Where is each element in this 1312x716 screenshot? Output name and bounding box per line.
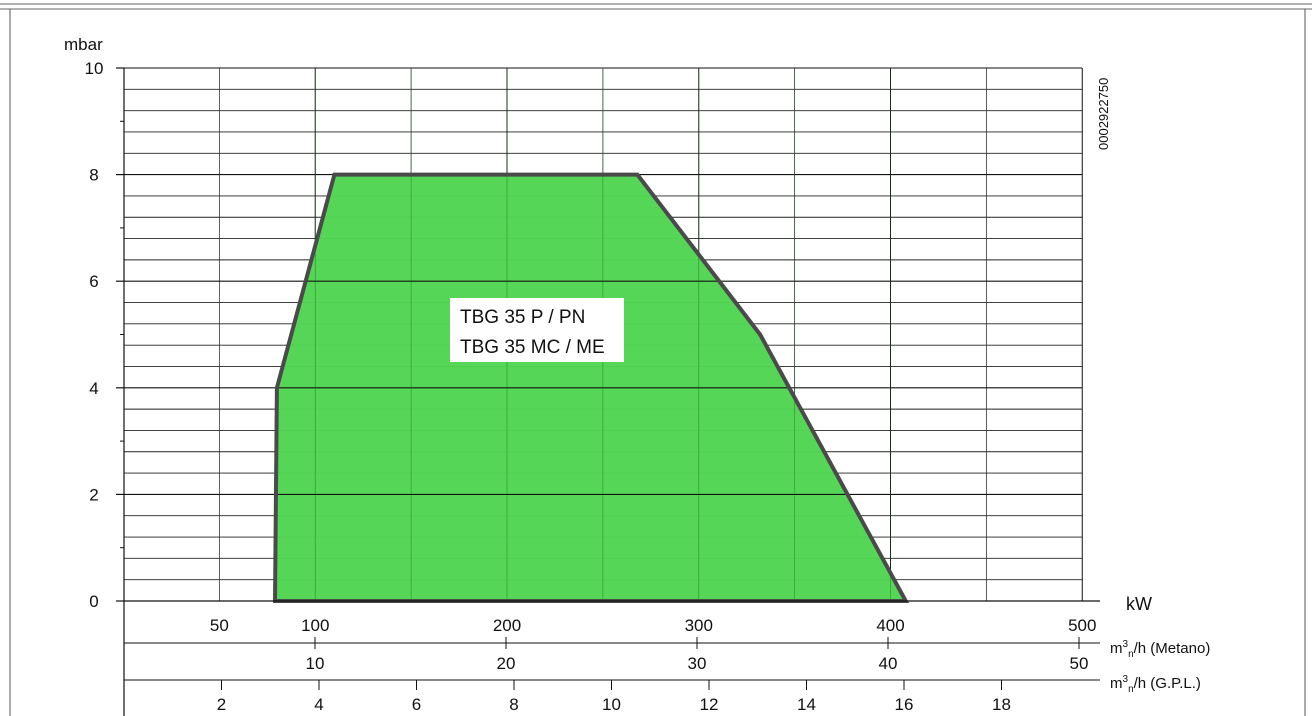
kw-axis-label: kW — [1126, 594, 1152, 614]
metano-label-rest: /h (Metano) — [1134, 640, 1211, 657]
kw-tick-label: 300 — [685, 616, 713, 635]
series-label-line-2: TBG 35 MC / ME — [460, 337, 605, 358]
metano-label-m: m — [1110, 640, 1123, 657]
gpl-label-sub: n — [1128, 684, 1134, 695]
gpl-tick-label: 18 — [992, 695, 1011, 714]
axes — [116, 67, 1100, 716]
y-tick-label: 10 — [85, 59, 104, 78]
y-tick-label: 0 — [89, 592, 98, 611]
metano-tick-label: 40 — [879, 654, 898, 673]
metano-axis-label: m3n/h (Metano) — [1110, 639, 1210, 660]
gpl-label-sup: 3 — [1123, 674, 1129, 685]
series-label-line-1: TBG 35 P / PN — [460, 307, 585, 328]
gpl-tick-label: 6 — [412, 695, 421, 714]
gpl-axis-label: m3n/h (G.P.L.) — [1110, 674, 1201, 695]
metano-label-sup: 3 — [1123, 639, 1129, 650]
kw-tick-label: 200 — [493, 616, 521, 635]
y-tick-label: 4 — [89, 379, 98, 398]
tick-labels: 0 2 4 6 8 10 50 100 200 300 400 500 10 20 30 40 50 2 4 6 8 10… — [85, 59, 1097, 714]
gpl-tick-label: 12 — [700, 695, 719, 714]
series-label-background — [450, 298, 624, 362]
kw-tick-label: 100 — [301, 616, 329, 635]
gpl-label-rest: /h (G.P.L.) — [1134, 675, 1201, 692]
gpl-tick-label: 2 — [217, 695, 226, 714]
gpl-tick-label: 10 — [602, 695, 621, 714]
y-tick-label: 2 — [89, 485, 98, 504]
gpl-tick-label: 16 — [895, 695, 914, 714]
kw-tick-label: 400 — [876, 616, 904, 635]
metano-tick-label: 30 — [688, 654, 707, 673]
kw-tick-label: 500 — [1068, 616, 1096, 635]
y-axis-label: mbar — [64, 35, 103, 54]
gpl-tick-label: 14 — [797, 695, 816, 714]
series-label-box: TBG 35 P / PN TBG 35 MC / ME — [450, 298, 624, 362]
y-tick-label: 8 — [89, 166, 98, 185]
drawing-code-label: 0002922750 — [1096, 78, 1111, 150]
gpl-tick-label: 4 — [314, 695, 323, 714]
metano-tick-label: 20 — [497, 654, 516, 673]
gpl-label-m: m — [1110, 675, 1123, 692]
gpl-tick-label: 8 — [509, 695, 518, 714]
metano-tick-label: 50 — [1070, 654, 1089, 673]
metano-label-sub: n — [1128, 649, 1134, 660]
y-tick-label: 6 — [89, 272, 98, 291]
kw-tick-label: 50 — [210, 616, 229, 635]
metano-tick-label: 10 — [306, 654, 325, 673]
